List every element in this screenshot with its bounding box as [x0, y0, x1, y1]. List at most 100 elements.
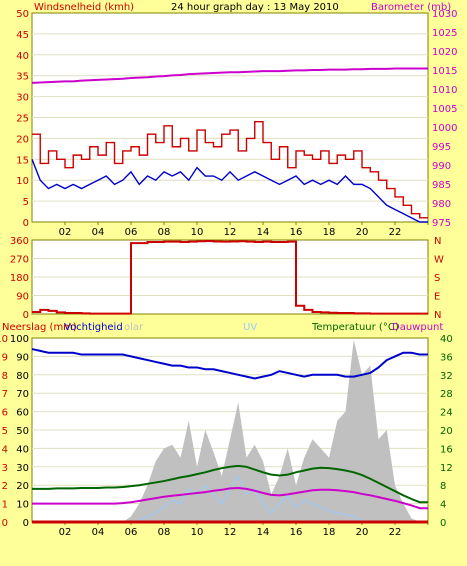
- dir-y-tick-label: 360: [10, 236, 29, 247]
- compass-tick-label: W: [434, 255, 444, 266]
- baro-y-tick-label: 995: [432, 142, 451, 153]
- rain-y-tick-label: 1: [2, 500, 8, 511]
- baro-y-tick-label: 1010: [432, 85, 457, 96]
- climate-x-tick-label: 06: [125, 527, 138, 538]
- compass-tick-label: N: [434, 310, 441, 321]
- chart-marks: 0510152025303540455097598098599099510001…: [0, 9, 457, 538]
- baro-y-tick-label: 1000: [432, 123, 457, 134]
- baro-line: [31, 67, 428, 84]
- wind-x-tick-label: 20: [356, 227, 369, 238]
- temperature-line: [32, 464, 428, 504]
- baro-y-tick-label: 990: [432, 161, 451, 172]
- wind_direction-line: [32, 240, 428, 315]
- temp-y-tick-label: 8: [440, 481, 446, 492]
- wind-y-tick-label: 40: [16, 51, 29, 62]
- temp-y-tick-label: 4: [440, 500, 446, 511]
- rain-y-tick-label: 6: [2, 408, 8, 419]
- wind-y-tick-label: 45: [16, 30, 29, 41]
- wind-y-tick-label: 30: [16, 93, 29, 104]
- temp-y-tick-label: 12: [440, 463, 453, 474]
- humidity-y-tick-label: 80: [16, 371, 29, 382]
- baro-y-tick-label: 980: [432, 199, 451, 210]
- temp-y-tick-label: 32: [440, 371, 453, 382]
- temp-y-tick-label: 40: [440, 334, 453, 345]
- temp-y-tick-label: 28: [440, 389, 453, 400]
- rain-y-tick-label: 3: [2, 463, 8, 474]
- wind-x-tick-label: 12: [224, 227, 237, 238]
- rain-y-tick-label: 8: [2, 371, 8, 382]
- rain-axis-title: Neerslag (mm): [2, 322, 77, 333]
- temperature-axis-title: Temperatuur (°C): [311, 322, 399, 333]
- wind-x-tick-label: 18: [323, 227, 336, 238]
- dewpoint-line: [32, 486, 428, 510]
- compass-tick-label: N: [434, 236, 441, 247]
- wind-x-tick-label: 14: [257, 227, 270, 238]
- temp-y-tick-label: 16: [440, 444, 453, 455]
- rain-y-tick-label: 0: [2, 518, 8, 529]
- uv-axis-title: UV: [243, 322, 257, 333]
- temp-y-tick-label: 20: [440, 426, 453, 437]
- baro-y-tick-label: 1015: [432, 66, 457, 77]
- solar-axis-title: olar: [124, 322, 144, 333]
- baro-y-tick-label: 985: [432, 180, 451, 191]
- wind-x-tick-label: 06: [125, 227, 138, 238]
- wind-y-tick-label: 25: [16, 114, 29, 125]
- humidity-line: [31, 348, 428, 380]
- wind-y-tick-label: 0: [23, 218, 29, 229]
- humidity-y-tick-label: 30: [16, 463, 29, 474]
- wind-y-tick-label: 15: [16, 155, 29, 166]
- dir-y-tick-label: 270: [10, 255, 29, 266]
- humidity-y-tick-label: 20: [16, 481, 29, 492]
- wind-x-tick-label: 16: [290, 227, 303, 238]
- wind_gust-line: [32, 120, 428, 219]
- climate-x-tick-label: 08: [158, 527, 171, 538]
- climate-x-tick-label: 12: [224, 527, 237, 538]
- rain-y-tick-label: 4: [2, 444, 8, 455]
- wind-y-tick-label: 10: [16, 176, 29, 187]
- humidity-y-tick-label: 60: [16, 408, 29, 419]
- temp-y-tick-label: 36: [440, 352, 453, 363]
- climate-x-tick-label: 02: [59, 527, 72, 538]
- climate-x-tick-label: 22: [389, 527, 402, 538]
- wind-y-tick-label: 35: [16, 72, 29, 83]
- rain-y-tick-label: 5: [2, 426, 8, 437]
- wind-x-tick-label: 04: [92, 227, 105, 238]
- wind-y-tick-label: 5: [23, 197, 29, 208]
- rain-y-tick-label: 10: [0, 334, 8, 345]
- climate-x-tick-label: 16: [290, 527, 303, 538]
- climate-x-tick-label: 18: [323, 527, 336, 538]
- humidity-y-tick-label: 100: [10, 334, 29, 345]
- humidity-y-tick-label: 90: [16, 352, 29, 363]
- humidity-y-tick-label: 40: [16, 444, 29, 455]
- humidity-y-tick-label: 10: [16, 500, 29, 511]
- wind-x-tick-label: 02: [59, 227, 72, 238]
- rain-y-tick-label: 9: [2, 352, 8, 363]
- baro-y-tick-label: 1030: [432, 9, 457, 20]
- baro-y-tick-label: 1025: [432, 28, 457, 39]
- rain-y-tick-label: 7: [2, 389, 8, 400]
- humidity-y-tick-label: 70: [16, 389, 29, 400]
- climate-x-tick-label: 14: [257, 527, 270, 538]
- baro-y-tick-label: 1020: [432, 47, 457, 58]
- wind_avg-line: [31, 159, 428, 223]
- wind-y-tick-label: 20: [16, 134, 29, 145]
- compass-tick-label: E: [434, 292, 440, 303]
- dir-y-tick-label: 0: [23, 310, 29, 321]
- climate-x-tick-label: 04: [92, 527, 105, 538]
- dewpoint-axis-title: Dauwpunt: [392, 322, 443, 333]
- dir-y-tick-label: 180: [10, 273, 29, 284]
- compass-tick-label: S: [434, 273, 440, 284]
- chart-title: 24 hour graph day : 13 May 2010: [171, 2, 339, 13]
- wind-x-tick-label: 08: [158, 227, 171, 238]
- climate-x-tick-label: 20: [356, 527, 369, 538]
- wind-y-tick-label: 50: [16, 9, 29, 20]
- humidity-y-tick-label: 50: [16, 426, 29, 437]
- baro-y-tick-label: 975: [432, 218, 451, 229]
- climate-x-tick-label: 10: [191, 527, 204, 538]
- temp-y-tick-label: 24: [440, 408, 453, 419]
- barometer-axis-title: Barometer (mb): [371, 2, 451, 13]
- humidity-axis-title: Vochtigheid: [64, 322, 123, 333]
- wind-axis-title: Windsnelheid (kmh): [34, 2, 134, 13]
